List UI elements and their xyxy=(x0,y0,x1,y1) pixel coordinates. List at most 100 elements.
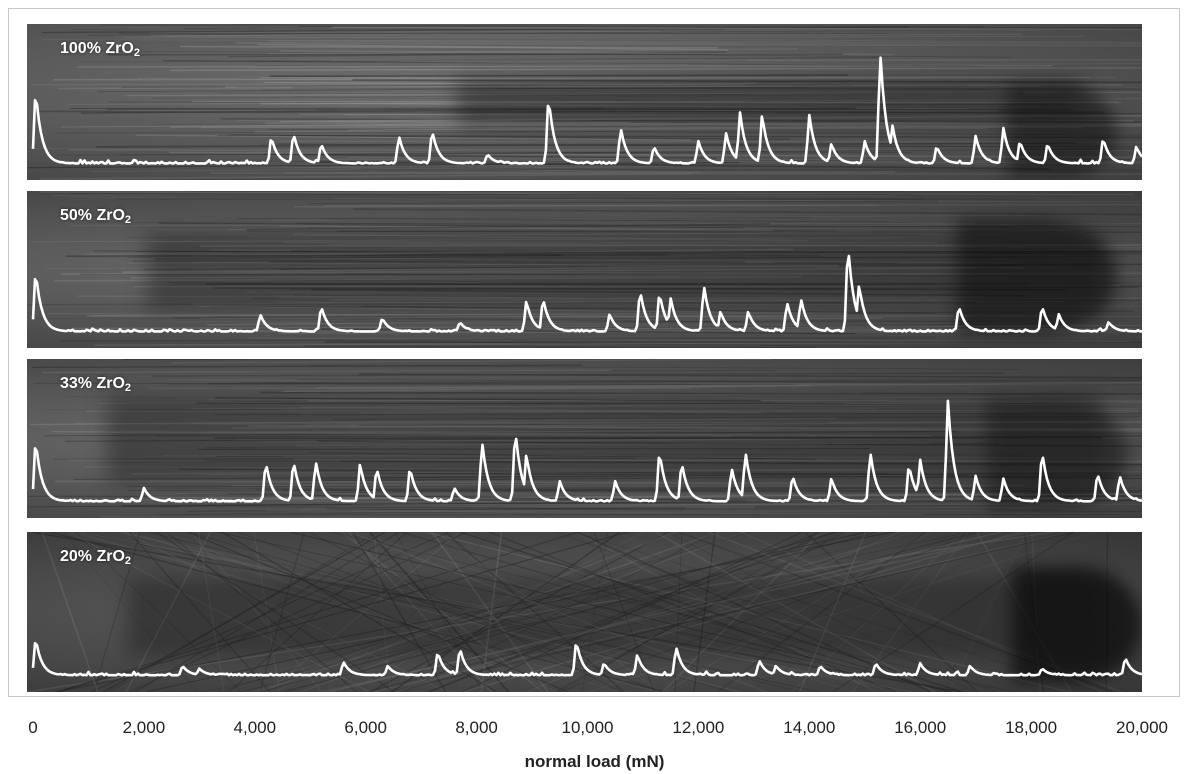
series-line-100 xyxy=(31,56,1142,165)
texture-streak xyxy=(279,114,1142,123)
texture-streak xyxy=(267,48,798,55)
texture-streak xyxy=(358,422,830,426)
texture-streak xyxy=(1023,532,1045,692)
texture-streak xyxy=(236,217,812,220)
texture-streak xyxy=(42,369,612,374)
series-label: 50% ZrO2 xyxy=(60,207,132,226)
texture-streak xyxy=(389,532,1075,692)
texture-streak xyxy=(976,532,1072,692)
texture-streak xyxy=(170,67,1142,72)
texture-streak xyxy=(341,532,544,692)
texture-streak xyxy=(169,151,1142,159)
texture-streak xyxy=(261,86,1000,91)
texture-streak xyxy=(61,122,631,128)
texture-streak xyxy=(284,241,1142,249)
texture-streak xyxy=(327,120,1083,129)
texture-streak xyxy=(282,456,1142,459)
texture-streak xyxy=(369,532,510,692)
texture-streak xyxy=(337,273,1142,278)
texture-streak xyxy=(291,86,1142,91)
texture-streak xyxy=(655,532,935,692)
texture-streak xyxy=(65,254,563,258)
texture-streak xyxy=(587,532,1096,692)
texture-streak xyxy=(76,65,1053,68)
texture-streak xyxy=(290,287,1138,291)
texture-streak xyxy=(123,35,1085,39)
texture-streak xyxy=(279,390,863,394)
series-line xyxy=(31,399,1142,503)
texture-streak xyxy=(204,459,1142,467)
texture-streak xyxy=(87,28,1142,36)
texture-streak xyxy=(77,506,1062,510)
texture-streak xyxy=(239,453,1022,456)
texture-streak xyxy=(209,428,1142,434)
texture-streak xyxy=(832,532,1074,692)
texture-streak xyxy=(463,532,1020,692)
panel-33-zro2: 33% ZrO2 xyxy=(27,359,1142,518)
texture-streak xyxy=(173,282,1142,285)
texture-streak xyxy=(107,53,844,56)
texture-streak xyxy=(27,301,976,306)
texture-streak xyxy=(349,532,767,692)
texture-streak xyxy=(331,415,1142,420)
texture-streak xyxy=(431,532,549,692)
texture-streak xyxy=(268,128,1142,136)
texture-streak xyxy=(582,532,608,692)
texture-streak xyxy=(132,255,1128,262)
texture-streak xyxy=(33,382,795,385)
texture-streak xyxy=(304,345,815,348)
texture-streak xyxy=(103,532,386,692)
texture-streak xyxy=(166,532,358,692)
texture-streak xyxy=(161,321,849,326)
texture-streak xyxy=(315,382,1142,390)
texture-streak xyxy=(271,214,1040,221)
texture-streak xyxy=(360,408,877,414)
texture-streak xyxy=(31,82,757,86)
texture-streak xyxy=(150,33,1022,36)
texture-streak xyxy=(266,509,923,516)
texture-streak xyxy=(41,532,99,692)
texture-streak xyxy=(373,532,1073,692)
texture-streak xyxy=(158,222,744,229)
texture-streak xyxy=(259,391,1142,395)
texture-streak xyxy=(311,288,1027,297)
texture-streak xyxy=(555,532,997,692)
texture-streak xyxy=(190,297,1142,305)
series-label: 100% ZrO2 xyxy=(60,40,140,59)
texture-streak xyxy=(60,266,1022,275)
x-tick-label: 10,000 xyxy=(561,718,614,737)
x-tick-label: 6,000 xyxy=(344,718,387,737)
texture-streak xyxy=(128,488,973,491)
texture-streak xyxy=(93,250,1142,255)
texture-streak xyxy=(308,200,938,205)
series-label: 33% ZrO2 xyxy=(60,375,132,394)
texture-streak xyxy=(293,233,809,242)
texture-streak xyxy=(575,532,876,692)
texture-streak xyxy=(593,532,655,692)
texture-streak xyxy=(394,532,914,692)
texture-streak xyxy=(168,178,741,180)
texture-streak xyxy=(351,98,1142,104)
texture-streak xyxy=(150,496,1142,500)
texture-streak xyxy=(100,24,986,28)
series-line-50 xyxy=(31,254,1142,333)
texture-streak xyxy=(56,131,556,134)
texture-streak xyxy=(527,532,901,692)
texture-streak xyxy=(256,403,1118,410)
texture-streak xyxy=(30,417,837,426)
texture-streak xyxy=(128,532,271,692)
texture-streak xyxy=(290,532,954,692)
series-line-33 xyxy=(31,399,1142,503)
texture-streak xyxy=(156,513,1120,516)
texture-streak xyxy=(130,272,1142,279)
texture-streak xyxy=(39,172,692,180)
texture-streak xyxy=(47,313,1142,317)
texture-streak xyxy=(274,301,1142,307)
texture-streak xyxy=(156,435,980,439)
texture-streak xyxy=(348,425,1142,432)
texture-streak xyxy=(59,336,936,342)
texture-streak xyxy=(32,237,903,243)
texture-streak xyxy=(347,124,1142,131)
texture-streak xyxy=(269,74,849,78)
